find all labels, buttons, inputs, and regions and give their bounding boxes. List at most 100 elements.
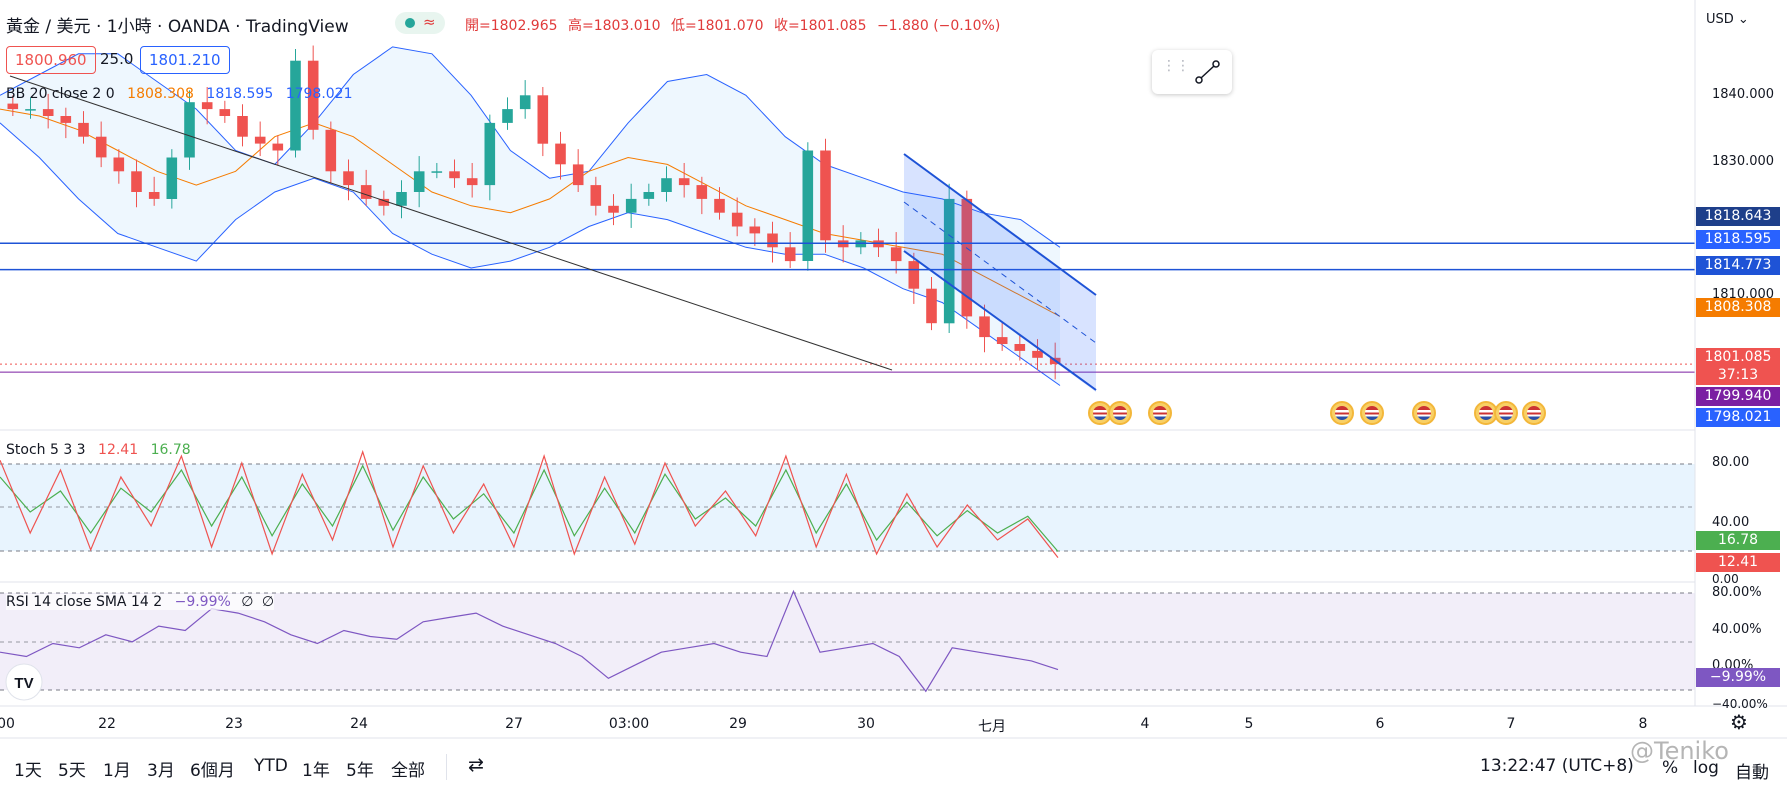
candle[interactable]	[961, 198, 973, 317]
trendline-tool-icon[interactable]	[1192, 58, 1224, 86]
candle[interactable]	[908, 261, 920, 289]
candle[interactable]	[537, 95, 549, 144]
candle[interactable]	[7, 103, 19, 110]
candle[interactable]	[166, 157, 178, 200]
timeframe-button[interactable]: YTD	[254, 756, 288, 776]
candle[interactable]	[431, 171, 443, 173]
candle[interactable]	[519, 95, 531, 110]
candle[interactable]	[996, 337, 1008, 344]
sell-button[interactable]: 1800.960	[6, 46, 96, 74]
settings-gear-icon[interactable]: ⚙	[1730, 710, 1748, 734]
candle[interactable]	[767, 233, 778, 248]
us-flag-icon[interactable]	[1108, 401, 1132, 425]
candle[interactable]	[95, 136, 107, 158]
interval[interactable]: 1小時	[106, 17, 152, 37]
candle[interactable]	[148, 192, 160, 199]
candle[interactable]	[784, 247, 796, 262]
timeframe-button[interactable]: 1天	[14, 761, 42, 781]
drawing-toolbox[interactable]: ⋮⋮	[1152, 50, 1232, 94]
candle[interactable]	[625, 198, 637, 213]
candle[interactable]	[890, 247, 902, 262]
candle[interactable]	[237, 116, 248, 137]
candle[interactable]	[378, 198, 390, 206]
candle[interactable]	[343, 171, 354, 186]
channel-top[interactable]	[903, 153, 1097, 296]
candle[interactable]	[307, 60, 319, 130]
candle[interactable]	[131, 171, 142, 192]
market-status-pill[interactable]: ≈	[395, 12, 445, 34]
candle[interactable]	[113, 157, 125, 172]
us-flag-icon[interactable]	[1412, 401, 1436, 425]
timeframe-button[interactable]: 全部	[391, 761, 425, 781]
trendline-black[interactable]	[9, 75, 893, 371]
bb-legend[interactable]: BB 20 close 2 0 1808.308 1818.595 1798.0…	[6, 86, 353, 102]
candle[interactable]	[749, 226, 761, 234]
candle[interactable]	[78, 122, 89, 137]
rsi-line[interactable]	[0, 589, 1059, 693]
bb-lower-line[interactable]	[0, 122, 1061, 386]
candle[interactable]	[325, 129, 337, 172]
symbol-header[interactable]: 黃金 / 美元 · 1小時 · OANDA · TradingView	[6, 17, 349, 37]
candle[interactable]	[979, 316, 990, 338]
candle[interactable]	[42, 109, 54, 116]
drag-handle-icon[interactable]: ⋮⋮	[1162, 58, 1190, 74]
auto-toggle[interactable]: 自動	[1735, 763, 1769, 783]
clock[interactable]: 13:22:47 (UTC+8)	[1480, 756, 1634, 776]
stoch-k-line[interactable]	[0, 449, 1059, 558]
candle[interactable]	[696, 185, 708, 199]
candle[interactable]	[643, 192, 655, 199]
candle[interactable]	[608, 205, 619, 213]
channel-bottom[interactable]	[903, 250, 1097, 391]
candle[interactable]	[678, 178, 690, 186]
currency-selector[interactable]: USD ⌄	[1706, 12, 1749, 27]
candle[interactable]	[484, 122, 496, 186]
buy-button[interactable]: 1801.210	[140, 46, 230, 74]
us-flag-icon[interactable]	[1494, 401, 1518, 425]
candle[interactable]	[943, 198, 955, 324]
candle[interactable]	[272, 143, 284, 151]
us-flag-icon[interactable]	[1522, 401, 1546, 425]
candle[interactable]	[449, 171, 460, 179]
percent-toggle[interactable]: %	[1662, 758, 1679, 778]
candle[interactable]	[466, 178, 478, 186]
candle[interactable]	[360, 185, 372, 199]
candle[interactable]	[184, 102, 195, 158]
symbol-name[interactable]: 黃金 / 美元	[6, 17, 91, 37]
tv-logo[interactable]: TV	[5, 663, 43, 701]
channel-fill[interactable]	[904, 154, 1096, 392]
timeframe-button[interactable]: 1月	[103, 761, 131, 781]
candle[interactable]	[802, 150, 814, 262]
date-range-icon[interactable]: ⇄	[468, 754, 484, 776]
candle[interactable]	[820, 150, 831, 241]
bb-upper-line[interactable]	[0, 46, 1061, 248]
candle[interactable]	[201, 102, 213, 110]
candle[interactable]	[1032, 350, 1043, 358]
candle[interactable]	[290, 60, 301, 151]
candle[interactable]	[926, 288, 937, 324]
rsi-legend[interactable]: RSI 14 close SMA 14 2 −9.99% ∅ ∅	[6, 594, 275, 610]
candle[interactable]	[25, 109, 36, 111]
candle[interactable]	[590, 185, 602, 206]
timeframe-button[interactable]: 6個月	[190, 761, 235, 781]
candle[interactable]	[502, 109, 513, 123]
timeframe-button[interactable]: 3月	[147, 761, 175, 781]
candle[interactable]	[1014, 344, 1026, 351]
timeframe-button[interactable]: 5天	[58, 761, 86, 781]
candle[interactable]	[661, 178, 672, 192]
timeframe-button[interactable]: 1年	[302, 761, 330, 781]
us-flag-icon[interactable]	[1330, 401, 1354, 425]
us-flag-icon[interactable]	[1360, 401, 1384, 425]
candle[interactable]	[219, 109, 231, 116]
timeframe-button[interactable]: 5年	[346, 761, 374, 781]
candle[interactable]	[413, 171, 425, 192]
us-flag-icon[interactable]	[1148, 401, 1172, 425]
log-toggle[interactable]: log	[1693, 758, 1719, 778]
candle[interactable]	[555, 143, 566, 165]
candle[interactable]	[254, 136, 266, 144]
stoch-legend[interactable]: Stoch 5 3 3 12.41 16.78	[6, 442, 191, 458]
candle[interactable]	[60, 116, 72, 123]
candle[interactable]	[731, 212, 743, 227]
candle[interactable]	[396, 192, 407, 206]
candle[interactable]	[572, 164, 584, 186]
